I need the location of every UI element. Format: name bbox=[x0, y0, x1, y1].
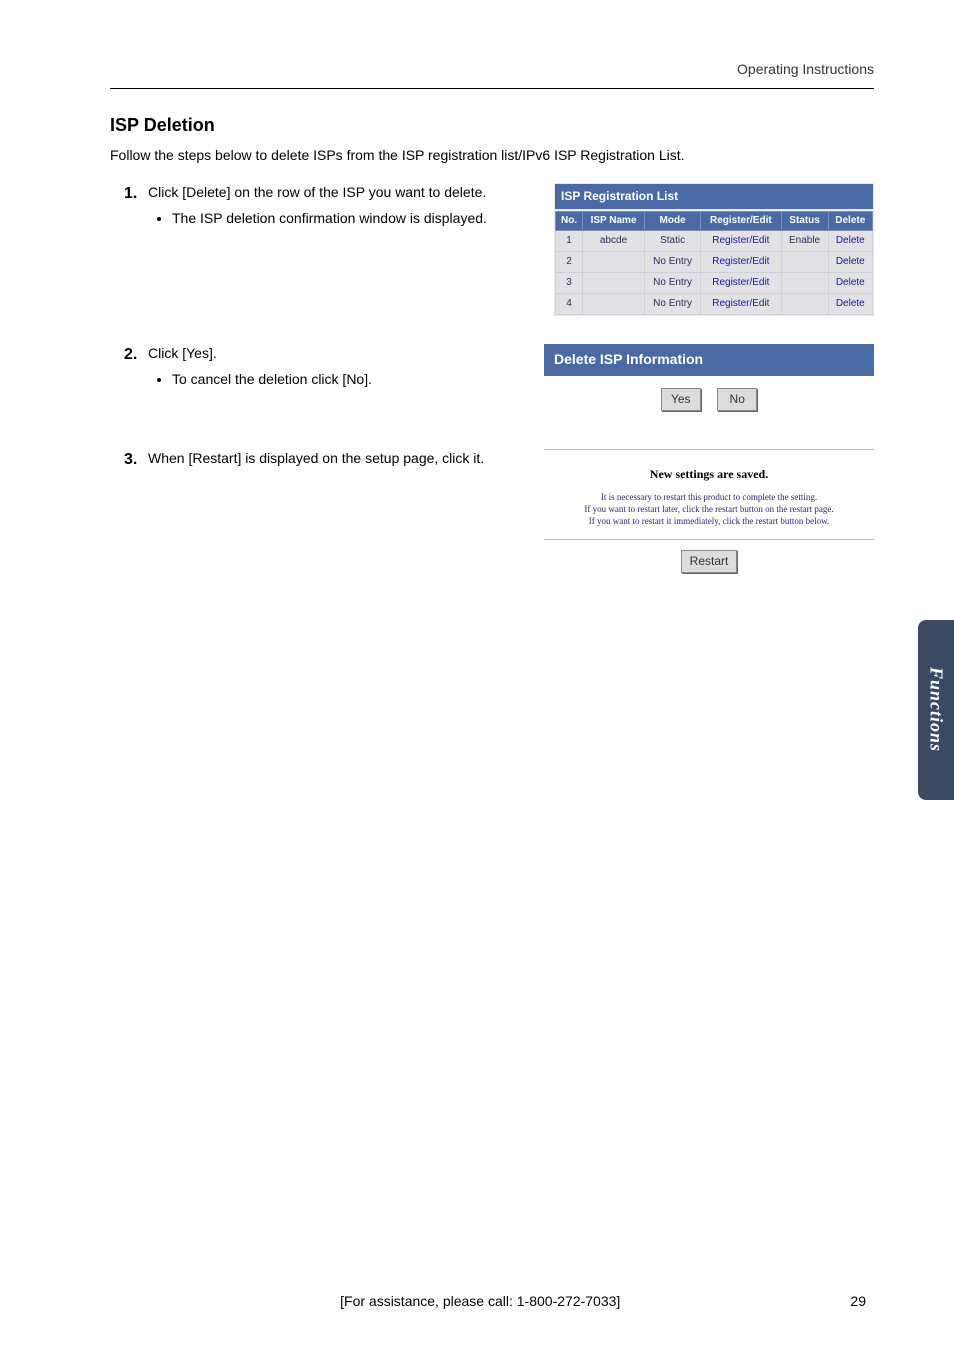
table-row: 4 No Entry Register/Edit Delete bbox=[556, 294, 873, 315]
restart-line: If you want to restart it immediately, c… bbox=[589, 516, 830, 526]
step-bullet: To cancel the deletion click [No]. bbox=[172, 370, 518, 390]
cell-name bbox=[583, 294, 645, 315]
th-regedit: Register/Edit bbox=[701, 212, 781, 231]
th-name: ISP Name bbox=[583, 212, 645, 231]
step-text: Click [Yes]. bbox=[148, 344, 518, 364]
step-3: 3. When [Restart] is displayed on the se… bbox=[124, 449, 874, 574]
restart-heading: New settings are saved. bbox=[544, 466, 874, 483]
delete-link[interactable]: Delete bbox=[828, 294, 872, 315]
register-edit-link[interactable]: Register/Edit bbox=[701, 231, 781, 252]
register-edit-link[interactable]: Register/Edit bbox=[701, 252, 781, 273]
side-tab: Functions bbox=[918, 620, 954, 800]
delete-link[interactable]: Delete bbox=[828, 231, 872, 252]
confirm-title: Delete ISP Information bbox=[544, 344, 874, 376]
cell-name bbox=[583, 273, 645, 294]
th-mode: Mode bbox=[645, 212, 701, 231]
step-number: 3. bbox=[124, 449, 148, 475]
restart-button[interactable]: Restart bbox=[681, 550, 738, 573]
register-edit-link[interactable]: Register/Edit bbox=[701, 273, 781, 294]
cell-status bbox=[781, 252, 828, 273]
no-button[interactable]: No bbox=[717, 388, 757, 411]
header-right: Operating Instructions bbox=[110, 60, 874, 89]
restart-line: It is necessary to restart this product … bbox=[601, 492, 817, 502]
yes-button[interactable]: Yes bbox=[661, 388, 701, 411]
step-2: 2. Click [Yes]. To cancel the deletion c… bbox=[124, 344, 874, 420]
cell-status bbox=[781, 294, 828, 315]
cell-no: 3 bbox=[556, 273, 583, 294]
cell-no: 2 bbox=[556, 252, 583, 273]
footer-assistance: [For assistance, please call: 1-800-272-… bbox=[110, 1292, 850, 1312]
cell-status: Enable bbox=[781, 231, 828, 252]
th-no: No. bbox=[556, 212, 583, 231]
table-row: 2 No Entry Register/Edit Delete bbox=[556, 252, 873, 273]
cell-name: abcde bbox=[583, 231, 645, 252]
delete-link[interactable]: Delete bbox=[828, 252, 872, 273]
table-row: 3 No Entry Register/Edit Delete bbox=[556, 273, 873, 294]
cell-name bbox=[583, 252, 645, 273]
restart-panel: New settings are saved. It is necessary … bbox=[544, 449, 874, 574]
step-text: When [Restart] is displayed on the setup… bbox=[148, 449, 518, 469]
register-edit-link[interactable]: Register/Edit bbox=[701, 294, 781, 315]
restart-text: It is necessary to restart this product … bbox=[544, 492, 874, 540]
cell-no: 1 bbox=[556, 231, 583, 252]
cell-mode: No Entry bbox=[645, 252, 701, 273]
cell-no: 4 bbox=[556, 294, 583, 315]
cell-status bbox=[781, 273, 828, 294]
step-number: 2. bbox=[124, 344, 148, 389]
delete-link[interactable]: Delete bbox=[828, 273, 872, 294]
panel-title: ISP Registration List bbox=[555, 184, 873, 209]
table-row: 1 abcde Static Register/Edit Enable Dele… bbox=[556, 231, 873, 252]
page-number: 29 bbox=[850, 1292, 866, 1312]
section-title: ISP Deletion bbox=[110, 113, 874, 138]
delete-confirm-panel: Delete ISP Information Yes No bbox=[544, 344, 874, 420]
cell-mode: No Entry bbox=[645, 273, 701, 294]
cell-mode: Static bbox=[645, 231, 701, 252]
step-text: Click [Delete] on the row of the ISP you… bbox=[148, 183, 528, 203]
step-number: 1. bbox=[124, 183, 148, 228]
cell-mode: No Entry bbox=[645, 294, 701, 315]
th-delete: Delete bbox=[828, 212, 872, 231]
intro-text: Follow the steps below to delete ISPs fr… bbox=[110, 146, 874, 166]
isp-registration-list: ISP Registration List No. ISP Name Mode … bbox=[554, 183, 874, 316]
restart-line: If you want to restart later, click the … bbox=[584, 504, 833, 514]
side-tab-label: Functions bbox=[923, 667, 948, 752]
footer: [For assistance, please call: 1-800-272-… bbox=[110, 1292, 866, 1312]
isp-table: No. ISP Name Mode Register/Edit Status D… bbox=[555, 211, 873, 315]
th-status: Status bbox=[781, 212, 828, 231]
step-1: 1. Click [Delete] on the row of the ISP … bbox=[124, 183, 874, 316]
step-bullet: The ISP deletion confirmation window is … bbox=[172, 209, 528, 229]
